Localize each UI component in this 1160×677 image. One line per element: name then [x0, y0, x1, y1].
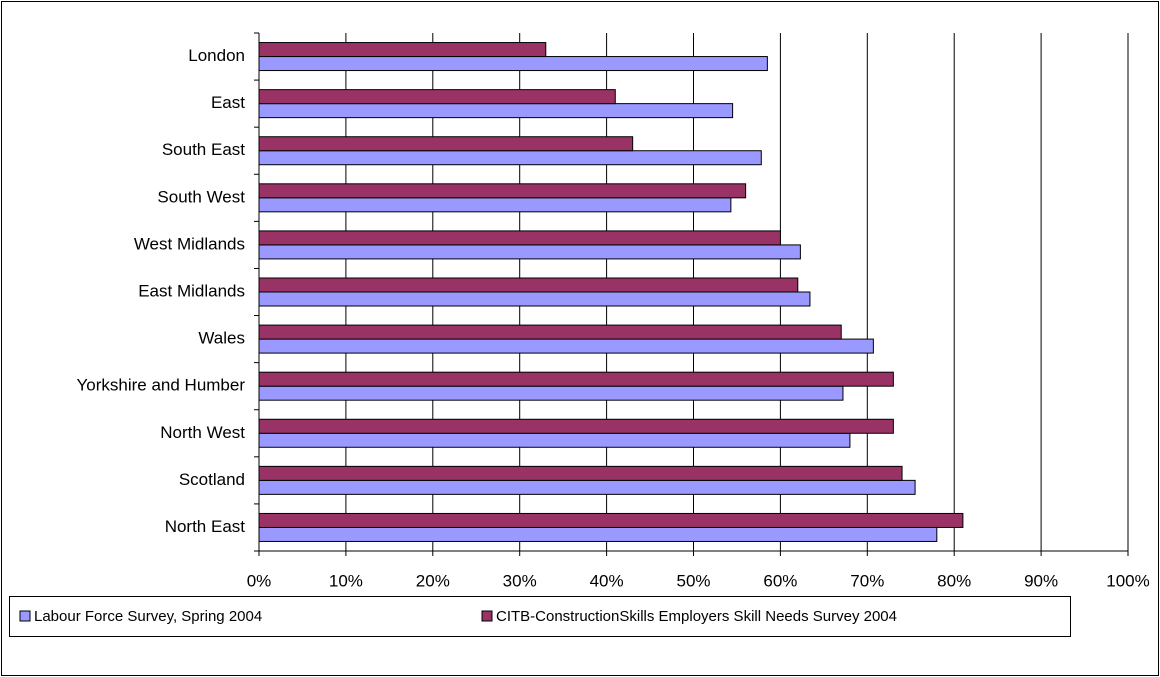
y-tick-label: South West: [157, 187, 245, 206]
bar: [258, 197, 732, 213]
bar: [258, 324, 842, 340]
y-tick-label: South East: [162, 140, 245, 159]
bar: [258, 89, 616, 105]
y-tick-label: West Midlands: [134, 234, 245, 253]
bar: [258, 432, 851, 448]
bar: [258, 230, 781, 246]
x-tick-label: 50%: [676, 571, 710, 590]
bar: [258, 42, 547, 58]
legend-label: CITB-ConstructionSkills Employers Skill …: [496, 608, 897, 625]
bar: [258, 150, 762, 166]
x-tick-label: 10%: [329, 571, 363, 590]
y-tick-label: North East: [165, 517, 246, 536]
x-tick-label: 30%: [503, 571, 537, 590]
legend-swatch: [481, 610, 493, 622]
legend-label: Labour Force Survey, Spring 2004: [34, 608, 262, 625]
legend-box: [9, 596, 1071, 637]
x-tick-label: 60%: [763, 571, 797, 590]
x-tick-label: 0%: [247, 571, 272, 590]
bar: [258, 479, 916, 495]
y-tick-label: London: [188, 46, 245, 65]
bar: [258, 371, 894, 387]
x-tick-label: 40%: [590, 571, 624, 590]
x-tick-label: 80%: [937, 571, 971, 590]
legend: Labour Force Survey, Spring 2004 CITB-Con…: [19, 608, 897, 625]
bar: [258, 418, 894, 434]
plot-area: 0% 10% 20% 30% 40% 50% 60% 70% 80% 90% 100% London E…: [76, 32, 1150, 590]
bar: [258, 385, 844, 401]
y-tick-label: Scotland: [179, 470, 245, 489]
bar: [258, 277, 799, 293]
x-tick-label: 70%: [850, 571, 884, 590]
x-tick-label: 20%: [416, 571, 450, 590]
y-tick-label: North West: [160, 423, 245, 442]
bar: [258, 291, 811, 307]
bar: [258, 244, 801, 260]
bar: [258, 56, 768, 72]
y-tick-label: Yorkshire and Humber: [76, 376, 245, 395]
x-tick-label: 100%: [1106, 571, 1149, 590]
bar: [258, 465, 903, 481]
bar: [258, 136, 634, 152]
y-tick-label: Wales: [198, 329, 245, 348]
legend-swatch: [19, 610, 31, 622]
bar: [258, 103, 734, 119]
y-tick-label: East Midlands: [138, 281, 245, 300]
bar: [258, 183, 747, 199]
bar: [258, 512, 964, 528]
x-tick-label: 90%: [1024, 571, 1058, 590]
bar: [258, 338, 874, 354]
y-tick-label: East: [211, 93, 245, 112]
bar: [258, 526, 938, 542]
